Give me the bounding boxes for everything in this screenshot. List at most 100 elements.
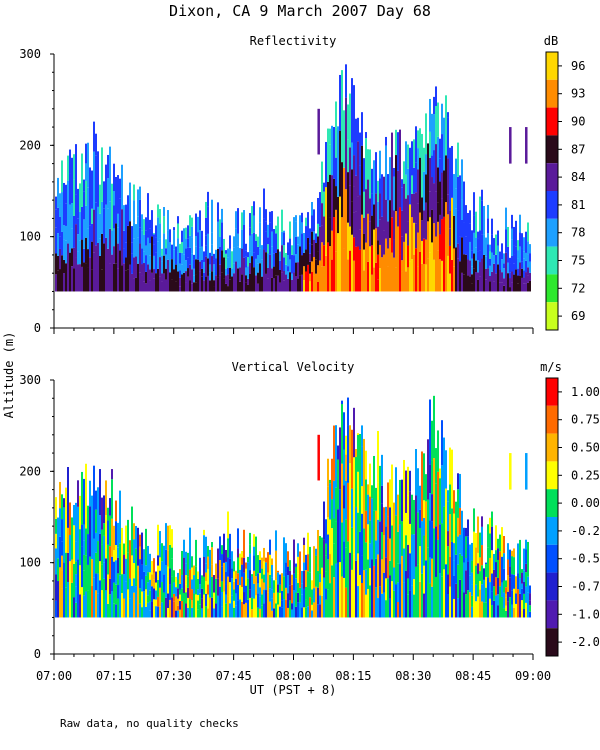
heatmap-cell: [95, 490, 97, 510]
heatmap-cell: [317, 604, 319, 618]
heatmap-cell: [367, 149, 369, 180]
heatmap-cell: [511, 271, 513, 283]
heatmap-cell: [309, 243, 311, 254]
heatmap-cell: [455, 158, 457, 189]
heatmap-cell: [269, 601, 271, 618]
heatmap-cell: [157, 606, 159, 618]
heatmap-cell: [499, 534, 501, 552]
heatmap-cell: [375, 487, 377, 511]
heatmap-cell: [155, 606, 157, 618]
heatmap-cell: [291, 609, 293, 618]
heatmap-cell: [327, 559, 329, 590]
heatmap-cell: [457, 176, 459, 211]
colorbar-swatch: [546, 572, 558, 601]
heatmap-cell: [85, 163, 87, 181]
heatmap-cell: [341, 70, 343, 163]
heatmap-cell: [523, 283, 525, 292]
heatmap-cell: [397, 531, 399, 564]
x-tick-label: 08:45: [455, 669, 491, 683]
heatmap-cell: [105, 480, 107, 516]
heatmap-cell: [329, 217, 331, 247]
heatmap-cell: [157, 596, 159, 607]
heatmap-cell: [177, 579, 179, 589]
heatmap-cell: [513, 588, 515, 608]
heatmap-cell: [143, 591, 145, 618]
heatmap-cell: [453, 560, 455, 576]
heatmap-cell: [55, 209, 57, 228]
heatmap-cell: [365, 189, 367, 243]
heatmap-cell: [175, 596, 177, 611]
heatmap-cell: [171, 244, 173, 260]
heatmap-cell: [283, 232, 285, 246]
heatmap-cell: [259, 608, 261, 618]
heatmap-cell: [55, 518, 57, 534]
heatmap-cell: [363, 191, 365, 218]
heatmap-cell: [55, 227, 57, 254]
heatmap-cell: [507, 226, 509, 247]
heatmap-cell: [83, 554, 85, 571]
heatmap-cell: [211, 244, 213, 257]
heatmap-cell: [173, 227, 175, 231]
heatmap-cell: [253, 215, 255, 233]
heatmap-cell: [441, 219, 443, 261]
heatmap-cell: [171, 279, 173, 292]
heatmap-cell: [441, 172, 443, 199]
heatmap-cell: [361, 582, 363, 618]
heatmap-cell: [171, 529, 173, 548]
heatmap-cell: [431, 420, 433, 461]
heatmap-cell: [527, 275, 529, 283]
heatmap-cell: [161, 543, 163, 562]
heatmap-cell: [309, 253, 311, 262]
heatmap-cell: [269, 254, 271, 292]
heatmap-cell: [133, 539, 135, 564]
heatmap-cell: [185, 603, 187, 618]
heatmap-cell: [95, 552, 97, 574]
heatmap-cell: [441, 465, 443, 524]
heatmap-cell: [259, 222, 261, 249]
heatmap-cell: [307, 554, 309, 572]
heatmap-cell: [259, 596, 261, 609]
heatmap-cell: [195, 594, 197, 618]
heatmap-cell: [147, 545, 149, 562]
heatmap-cell: [317, 265, 319, 282]
heatmap-cell: [387, 482, 389, 517]
y-tick-label: 200: [19, 464, 41, 478]
heatmap-cell: [127, 589, 129, 618]
heatmap-cell: [229, 235, 231, 249]
heatmap-cell: [61, 160, 63, 193]
heatmap-cell: [367, 261, 369, 292]
heatmap-cell: [459, 553, 461, 580]
heatmap-cell: [257, 573, 259, 584]
heatmap-cell: [513, 574, 515, 589]
heatmap-cell: [205, 536, 207, 564]
colorbar-tick-label: 90: [571, 115, 585, 129]
heatmap-cell: [413, 139, 415, 168]
heatmap-cell: [155, 582, 157, 591]
heatmap-cell: [475, 237, 477, 248]
heatmap-cell: [311, 589, 313, 599]
heatmap-cell: [429, 252, 431, 292]
heatmap-cell: [385, 199, 387, 239]
heatmap-cell: [135, 548, 137, 587]
heatmap-cell: [335, 563, 337, 618]
heatmap-cell: [325, 588, 327, 600]
heatmap-cell: [363, 438, 365, 529]
heatmap-cell: [107, 507, 109, 521]
heatmap-cell: [223, 278, 225, 292]
heatmap-cell: [363, 528, 365, 571]
heatmap-cell: [167, 576, 169, 594]
heatmap-cell: [81, 524, 83, 547]
colorbar-tick-label: 96: [571, 59, 585, 73]
heatmap-cell: [345, 435, 347, 455]
heatmap-cell: [57, 233, 59, 256]
heatmap-cell: [257, 607, 259, 618]
heatmap-cell: [277, 584, 279, 593]
heatmap-cell: [147, 572, 149, 583]
heatmap-cell: [167, 525, 169, 551]
heatmap-cell: [243, 224, 245, 258]
heatmap-cell: [481, 200, 483, 235]
heatmap-cell: [255, 536, 257, 577]
heatmap-cell: [253, 267, 255, 292]
heatmap-cell: [497, 278, 499, 292]
heatmap-cell: [503, 592, 505, 609]
